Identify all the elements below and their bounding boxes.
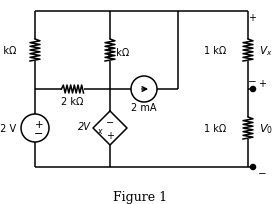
Text: 2 mA: 2 mA [131,102,157,112]
Text: $V_x$: $V_x$ [259,44,273,58]
Text: x: x [97,127,102,136]
Text: Figure 1: Figure 1 [113,191,167,204]
Circle shape [251,87,255,92]
Text: 12 V: 12 V [0,123,16,133]
Text: 1 kΩ: 1 kΩ [204,46,226,56]
Circle shape [251,165,255,170]
Text: +: + [35,119,43,129]
Text: 1 kΩ: 1 kΩ [204,123,226,133]
Text: 2V: 2V [78,121,91,131]
Text: −: − [106,118,114,127]
Text: $V_0$: $V_0$ [259,122,273,135]
Text: +: + [258,79,266,89]
Text: −: − [34,128,44,138]
Text: +: + [106,130,114,140]
Text: 2 kΩ: 2 kΩ [0,46,16,56]
Text: +: + [248,13,256,23]
Text: −: − [248,77,256,86]
Text: 2 kΩ: 2 kΩ [61,96,84,106]
Text: 1 kΩ: 1 kΩ [107,48,129,58]
Text: −: − [258,168,266,178]
